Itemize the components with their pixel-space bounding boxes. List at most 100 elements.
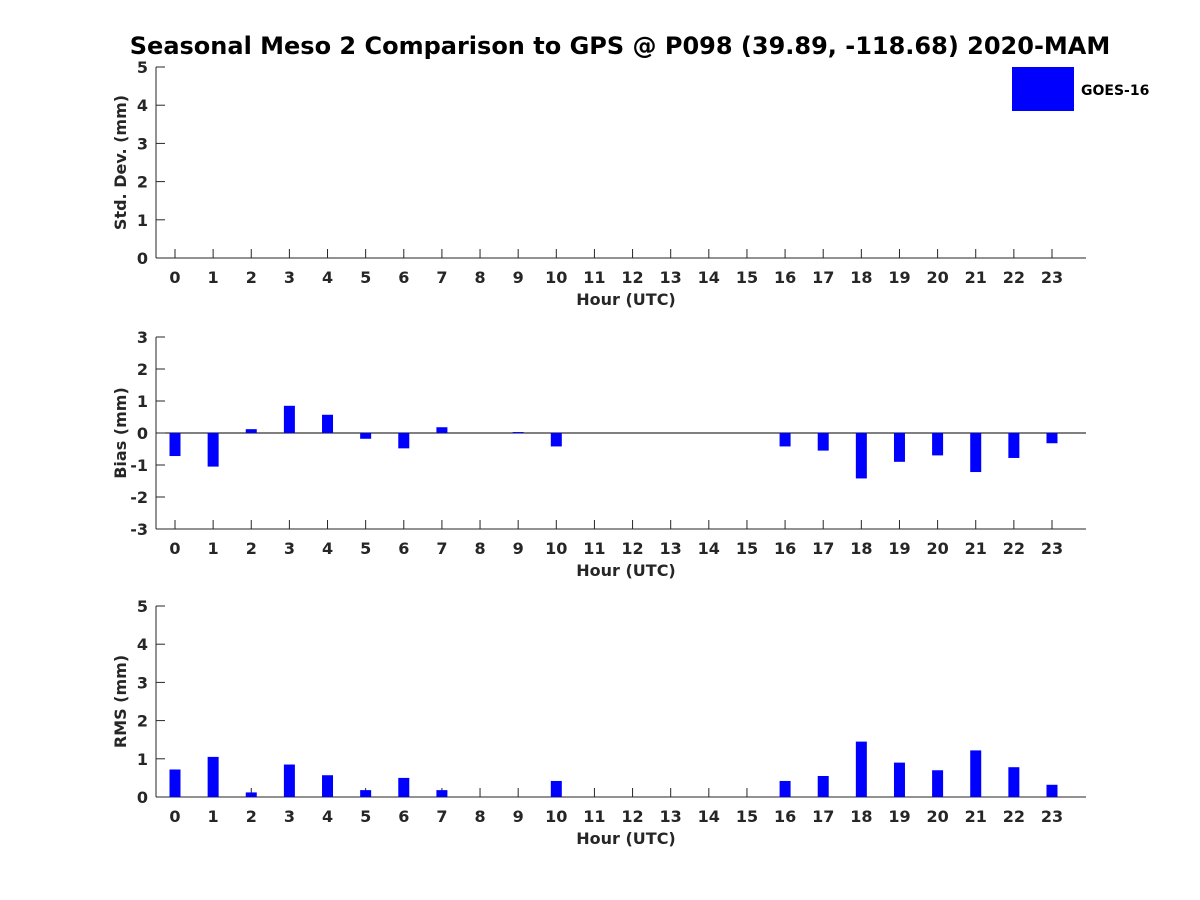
- bias-x-tick-label: 5: [360, 539, 371, 558]
- rms-x-tick-label: 23: [1041, 807, 1063, 826]
- rms-x-tick-label: 12: [621, 807, 643, 826]
- bias-bar-hour-20: [932, 433, 944, 456]
- std-dev-x-tick-label: 16: [774, 268, 796, 287]
- std-dev-x-tick-label: 12: [621, 268, 643, 287]
- std-dev-x-tick-label: 6: [398, 268, 409, 287]
- bias-bar-hour-1: [207, 433, 219, 467]
- bias-x-tick-label: 18: [850, 539, 872, 558]
- std-dev-x-tick-label: 5: [360, 268, 371, 287]
- std-dev-x-tick-label: 1: [208, 268, 219, 287]
- bias-x-tick-label: 8: [474, 539, 485, 558]
- rms-bar-hour-19: [893, 762, 905, 797]
- bias-x-tick-label: 21: [965, 539, 987, 558]
- rms-bar-hour-2: [245, 792, 257, 797]
- chart-title: Seasonal Meso 2 Comparison to GPS @ P098…: [130, 32, 1111, 60]
- std-dev-x-tick-label: 21: [965, 268, 987, 287]
- bias-bar-hour-6: [398, 433, 410, 449]
- rms-x-tick-label: 8: [474, 807, 485, 826]
- std-dev-x-tick-label: 11: [583, 268, 605, 287]
- rms-bar-hour-1: [207, 756, 219, 797]
- rms-x-tick-label: 13: [660, 807, 682, 826]
- bias-bar-hour-19: [893, 433, 905, 462]
- bias-x-tick-label: 0: [169, 539, 180, 558]
- bias-y-tick-label: -3: [130, 520, 148, 539]
- rms-bar-hour-16: [779, 780, 791, 797]
- bias-bar-hour-21: [970, 433, 982, 473]
- rms-bar-hour-10: [550, 780, 562, 797]
- rms-bar-hour-7: [436, 790, 448, 797]
- bias-x-tick-label: 3: [284, 539, 295, 558]
- std-dev-x-tick-label: 15: [736, 268, 758, 287]
- bias-bar-hour-9: [512, 432, 524, 434]
- bias-bar-hour-2: [245, 429, 257, 433]
- bias-y-tick-label: 3: [137, 328, 148, 347]
- std-dev-x-tick-label: 7: [436, 268, 447, 287]
- bias-bar-hour-4: [322, 414, 334, 433]
- std-dev-x-tick-label: 14: [698, 268, 720, 287]
- legend-swatch-goes-16: [1012, 67, 1074, 111]
- bias-x-tick-label: 1: [208, 539, 219, 558]
- bias-x-tick-label: 11: [583, 539, 605, 558]
- bias-x-axis-label: Hour (UTC): [576, 561, 676, 580]
- std-dev-x-axis-label: Hour (UTC): [576, 290, 676, 309]
- bias-x-tick-label: 2: [246, 539, 257, 558]
- std-dev-x-tick-label: 23: [1041, 268, 1063, 287]
- bias-y-tick-label: -1: [130, 456, 148, 475]
- bias-x-tick-label: 23: [1041, 539, 1063, 558]
- bias-x-tick-label: 6: [398, 539, 409, 558]
- rms-bar-hour-23: [1046, 784, 1058, 797]
- bias-bar-hour-7: [436, 427, 448, 433]
- rms-bar-hour-17: [817, 775, 829, 797]
- std-dev-x-tick-label: 22: [1003, 268, 1025, 287]
- rms-x-tick-label: 10: [545, 807, 567, 826]
- bias-bar-hour-22: [1008, 433, 1020, 458]
- std-dev-x-tick-label: 13: [660, 268, 682, 287]
- rms-x-tick-label: 1: [208, 807, 219, 826]
- bias-x-tick-label: 7: [436, 539, 447, 558]
- std-dev-x-tick-label: 3: [284, 268, 295, 287]
- rms-bar-hour-20: [932, 770, 944, 797]
- bias-x-tick-label: 15: [736, 539, 758, 558]
- rms-x-tick-label: 0: [169, 807, 180, 826]
- rms-bar-hour-0: [169, 769, 181, 797]
- bias-y-tick-label: 0: [137, 424, 148, 443]
- rms-bar-hour-4: [322, 775, 334, 797]
- std-dev-y-axis-label: Std. Dev. (mm): [111, 95, 130, 230]
- bias-bar-hour-16: [779, 433, 791, 447]
- rms-y-tick-label: 2: [137, 712, 148, 731]
- rms-x-tick-label: 18: [850, 807, 872, 826]
- rms-x-tick-label: 9: [513, 807, 524, 826]
- bias-bar-hour-23: [1046, 433, 1058, 444]
- bias-x-tick-label: 16: [774, 539, 796, 558]
- rms-y-tick-label: 3: [137, 673, 148, 692]
- std-dev-y-tick-label: 5: [137, 58, 148, 77]
- rms-x-tick-label: 21: [965, 807, 987, 826]
- rms-y-tick-label: 1: [137, 750, 148, 769]
- std-dev-x-tick-label: 4: [322, 268, 333, 287]
- std-dev-x-tick-label: 9: [513, 268, 524, 287]
- rms-x-tick-label: 2: [246, 807, 257, 826]
- rms-x-tick-label: 14: [698, 807, 720, 826]
- rms-bar-hour-3: [283, 764, 295, 797]
- rms-y-tick-label: 4: [137, 635, 148, 654]
- rms-x-tick-label: 19: [888, 807, 910, 826]
- rms-bar-hour-6: [398, 777, 410, 797]
- std-dev-y-tick-label: 2: [137, 173, 148, 192]
- std-dev-x-tick-label: 2: [246, 268, 257, 287]
- std-dev-y-tick-label: 3: [137, 134, 148, 153]
- std-dev-x-tick-label: 8: [474, 268, 485, 287]
- rms-x-tick-label: 5: [360, 807, 371, 826]
- bias-y-tick-label: -2: [130, 488, 148, 507]
- bias-x-tick-label: 12: [621, 539, 643, 558]
- rms-x-tick-label: 20: [926, 807, 948, 826]
- bias-x-tick-label: 17: [812, 539, 834, 558]
- std-dev-y-tick-label: 0: [137, 249, 148, 268]
- legend: GOES-16: [1012, 67, 1149, 111]
- std-dev-x-tick-label: 17: [812, 268, 834, 287]
- bias-x-tick-label: 4: [322, 539, 333, 558]
- bias-bar-hour-18: [855, 433, 867, 479]
- bias-y-tick-label: 1: [137, 392, 148, 411]
- bias-x-tick-label: 19: [888, 539, 910, 558]
